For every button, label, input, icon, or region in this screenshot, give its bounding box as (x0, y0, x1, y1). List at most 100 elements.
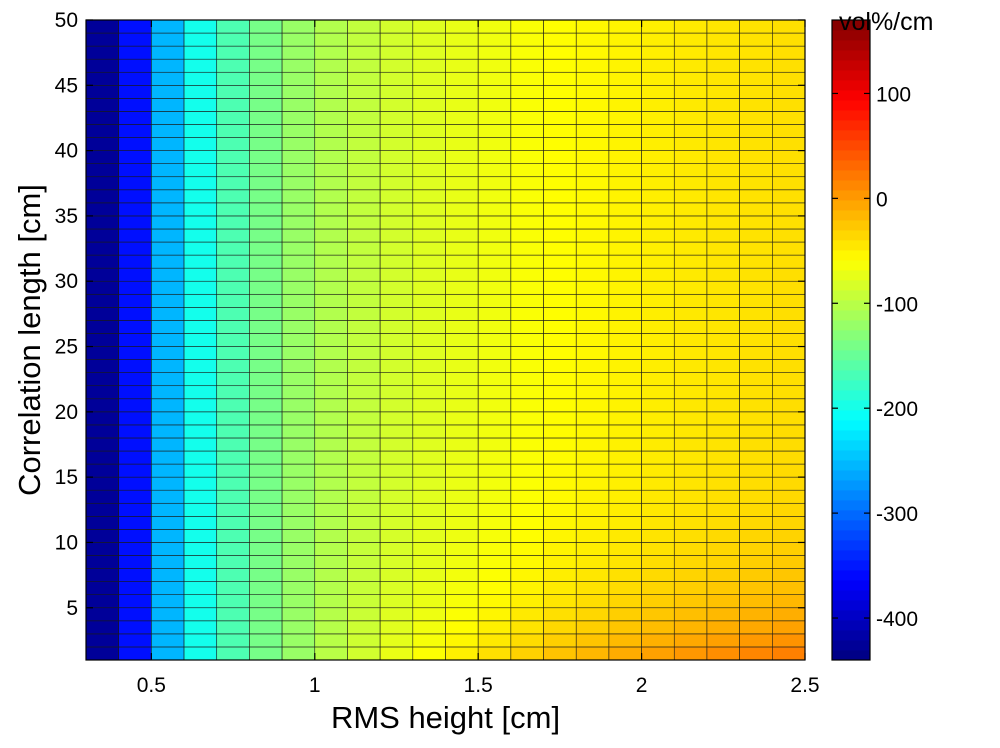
heatmap-cell (706, 568, 740, 582)
heatmap-cell (379, 19, 414, 34)
heatmap-cell (641, 620, 675, 635)
colorbar-segment (832, 310, 870, 321)
heatmap-cell (477, 150, 512, 164)
heatmap-cell (543, 385, 577, 400)
heatmap-cell (216, 215, 250, 230)
colorbar-segment (832, 490, 870, 501)
heatmap-cell (151, 463, 185, 478)
colorbar-segment (832, 410, 870, 421)
heatmap-cell (575, 58, 610, 73)
heatmap-cell (216, 359, 250, 373)
heatmap-cell (412, 71, 446, 86)
heatmap-cell (673, 542, 708, 556)
heatmap-cell (575, 124, 610, 138)
heatmap-cell (216, 267, 250, 282)
heatmap-cell (706, 398, 740, 413)
x-tick-label: 1 (309, 674, 321, 697)
heatmap-cell (575, 607, 610, 622)
heatmap-cell (706, 529, 740, 543)
heatmap-cell (445, 176, 479, 191)
heatmap-cell (477, 450, 512, 465)
colorbar-segment (832, 190, 870, 201)
heatmap-cell (739, 150, 773, 164)
heatmap-cell (412, 228, 446, 243)
heatmap-cell (772, 85, 806, 99)
colorbar-segment (832, 630, 870, 641)
colorbar-segment (832, 420, 870, 431)
heatmap-cell (673, 45, 708, 60)
heatmap-cell (412, 150, 446, 164)
heatmap-cell (183, 228, 218, 243)
heatmap-cell (477, 320, 512, 334)
heatmap-cell (673, 489, 708, 504)
heatmap-cell (118, 280, 152, 295)
colorbar-tick-label: -300 (876, 503, 918, 526)
colorbar (832, 20, 870, 661)
heatmap-cell (118, 98, 152, 112)
heatmap-cell (412, 359, 446, 373)
heatmap-cell (151, 32, 185, 47)
colorbar-segment (832, 60, 870, 71)
heatmap-cell (281, 594, 316, 609)
heatmap-cell (151, 228, 185, 243)
heatmap-cell (183, 215, 218, 230)
heatmap-cell (314, 163, 348, 178)
heatmap-cell (543, 163, 577, 178)
heatmap-cell (216, 333, 250, 347)
heatmap-cell (543, 241, 577, 256)
heatmap-cell (314, 476, 348, 491)
heatmap-cell (543, 202, 577, 217)
heatmap-cell (739, 267, 773, 282)
heatmap-cell (183, 437, 218, 452)
heatmap-cell (608, 450, 642, 465)
heatmap-cell (673, 581, 708, 595)
heatmap-cell (314, 241, 348, 256)
heatmap-cell (673, 385, 708, 400)
heatmap-cell (739, 320, 773, 334)
heatmap-cell (118, 372, 152, 387)
heatmap-cell (379, 85, 414, 99)
heatmap-cell (575, 202, 610, 217)
heatmap-cell (151, 424, 185, 439)
heatmap-cell (445, 450, 479, 465)
heatmap-cell (183, 32, 218, 47)
heatmap-cell (347, 398, 381, 413)
heatmap-cell (608, 333, 642, 347)
heatmap-cell (641, 32, 675, 47)
heatmap-cell (543, 424, 577, 439)
heatmap-cell (477, 502, 512, 517)
heatmap-cell (216, 189, 250, 204)
heatmap-cell (575, 555, 610, 569)
heatmap-cell (772, 45, 806, 60)
heatmap-cell (85, 529, 119, 543)
heatmap-cell (543, 568, 577, 582)
heatmap-cell (183, 45, 218, 60)
heatmap-cell (510, 241, 544, 256)
heatmap-cell (249, 607, 283, 622)
heatmap-cell (543, 437, 577, 452)
heatmap-cell (412, 372, 446, 387)
heatmap-cell (216, 346, 250, 360)
heatmap-cell (216, 476, 250, 491)
heatmap-cell (543, 450, 577, 465)
heatmap-cell (477, 620, 512, 635)
heatmap-cell (543, 620, 577, 635)
heatmap-cell (641, 320, 675, 334)
heatmap-cell (641, 254, 675, 269)
heatmap-cell (739, 424, 773, 439)
heatmap-cell (445, 437, 479, 452)
heatmap-cell (314, 45, 348, 60)
heatmap-cell (412, 254, 446, 269)
colorbar-segment (832, 150, 870, 161)
heatmap-cell (281, 411, 316, 426)
heatmap-cell (118, 424, 152, 439)
colorbar-segment (832, 540, 870, 551)
heatmap-cell (183, 372, 218, 387)
heatmap-cell (739, 411, 773, 426)
heatmap-cell (379, 241, 414, 256)
heatmap-cell (575, 398, 610, 413)
heatmap-cell (347, 463, 381, 478)
heatmap-cell (543, 150, 577, 164)
colorbar-segment (832, 240, 870, 251)
heatmap-cell (543, 398, 577, 413)
